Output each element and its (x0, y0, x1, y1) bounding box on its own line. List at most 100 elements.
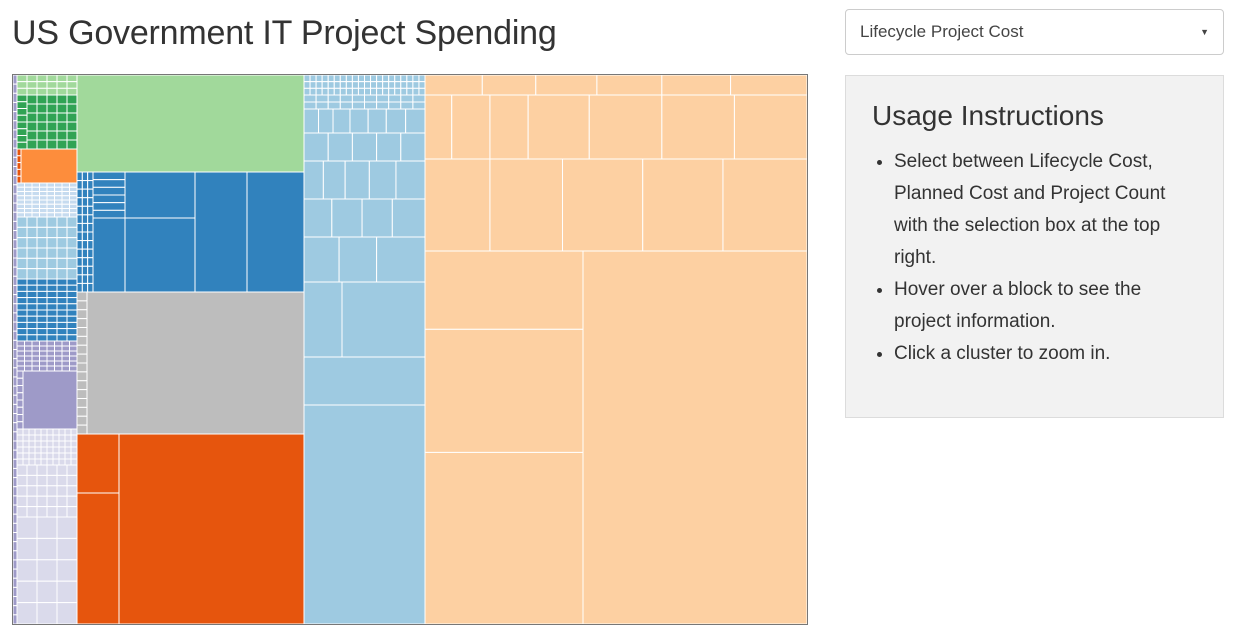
treemap-block[interactable] (26, 297, 38, 305)
treemap-block[interactable] (13, 431, 18, 442)
treemap-block[interactable] (16, 334, 28, 342)
treemap-block[interactable] (36, 257, 48, 270)
treemap-block[interactable] (56, 297, 68, 305)
treemap-block[interactable] (391, 198, 426, 238)
treemap-block[interactable] (46, 139, 58, 150)
treemap-block[interactable] (418, 75, 426, 83)
treemap-block[interactable] (339, 94, 353, 103)
treemap-block[interactable] (46, 340, 55, 347)
treemap-block[interactable] (327, 132, 353, 162)
treemap-block[interactable] (92, 194, 126, 204)
treemap-block[interactable] (39, 182, 48, 188)
treemap-block[interactable] (26, 139, 38, 150)
treemap-block[interactable] (24, 212, 33, 218)
treemap-block[interactable] (56, 495, 68, 508)
treemap-block[interactable] (26, 495, 38, 508)
treemap-block[interactable] (194, 171, 248, 293)
treemap-block[interactable] (388, 81, 396, 89)
treemap-block[interactable] (382, 81, 390, 89)
treemap-block[interactable] (13, 303, 18, 314)
treemap-block[interactable] (39, 186, 48, 192)
treemap-block[interactable] (13, 202, 18, 213)
treemap-block[interactable] (13, 248, 18, 259)
treemap-block[interactable] (13, 413, 18, 424)
treemap-block[interactable] (642, 158, 724, 252)
treemap-block[interactable] (46, 360, 55, 367)
treemap-block[interactable] (370, 87, 378, 96)
treemap-block[interactable] (345, 81, 353, 89)
treemap-block[interactable] (76, 327, 88, 337)
treemap-block[interactable] (69, 360, 78, 367)
treemap-block[interactable] (39, 340, 48, 347)
treemap-block[interactable] (46, 208, 55, 214)
treemap-block[interactable] (61, 195, 70, 201)
treemap-block[interactable] (76, 433, 120, 494)
treemap-block[interactable] (26, 121, 38, 132)
treemap-block[interactable] (61, 350, 70, 357)
treemap-block[interactable] (246, 171, 305, 293)
treemap-block[interactable] (26, 485, 38, 497)
treemap-block[interactable] (76, 362, 88, 373)
treemap-block[interactable] (24, 340, 33, 347)
treemap-block[interactable] (327, 87, 335, 96)
treemap-block[interactable] (46, 87, 58, 96)
treemap-block[interactable] (66, 334, 78, 342)
treemap-block[interactable] (16, 148, 22, 157)
treemap-block[interactable] (56, 216, 68, 228)
treemap-block[interactable] (400, 94, 414, 103)
treemap-block[interactable] (351, 81, 359, 89)
treemap-block[interactable] (36, 87, 48, 96)
treemap-block[interactable] (26, 334, 38, 342)
treemap-block[interactable] (40, 446, 48, 454)
treemap-block[interactable] (376, 101, 390, 110)
treemap-block[interactable] (364, 81, 372, 89)
treemap-block[interactable] (39, 203, 48, 209)
treemap-block[interactable] (31, 365, 40, 372)
treemap-block[interactable] (339, 75, 347, 83)
treemap-block[interactable] (28, 440, 36, 448)
treemap-block[interactable] (13, 257, 18, 268)
treemap-block[interactable] (69, 345, 78, 352)
treemap-block[interactable] (76, 282, 83, 293)
treemap-block[interactable] (412, 101, 426, 110)
treemap-block[interactable] (46, 278, 58, 286)
treemap-block[interactable] (81, 248, 89, 259)
treemap-block[interactable] (66, 315, 78, 323)
treemap-block[interactable] (367, 108, 387, 134)
treemap-block[interactable] (36, 464, 48, 476)
treemap-block[interactable] (124, 171, 196, 219)
treemap-block[interactable] (61, 360, 70, 367)
treemap-block[interactable] (46, 297, 58, 305)
treemap-block[interactable] (46, 121, 58, 132)
treemap-block[interactable] (303, 81, 311, 89)
treemap-block[interactable] (87, 265, 94, 276)
treemap-block[interactable] (46, 474, 58, 487)
treemap-block[interactable] (16, 485, 28, 497)
treemap-block[interactable] (36, 559, 58, 582)
treemap-block[interactable] (76, 274, 83, 284)
treemap-block[interactable] (34, 440, 42, 448)
treemap-block[interactable] (92, 202, 126, 211)
treemap-block[interactable] (56, 485, 68, 497)
treemap-block[interactable] (13, 166, 18, 177)
treemap-block[interactable] (36, 94, 48, 105)
treemap-block[interactable] (36, 268, 48, 280)
treemap-block[interactable] (66, 309, 78, 317)
treemap-block[interactable] (61, 208, 70, 214)
treemap-block[interactable] (54, 182, 63, 188)
treemap-block[interactable] (13, 321, 18, 332)
treemap-block[interactable] (13, 550, 18, 561)
treemap-block[interactable] (16, 191, 25, 197)
treemap-block[interactable] (76, 300, 88, 311)
treemap-block[interactable] (412, 94, 426, 103)
treemap-block[interactable] (26, 315, 38, 323)
treemap-block[interactable] (16, 370, 24, 379)
treemap-block[interactable] (364, 94, 378, 103)
treemap-block[interactable] (52, 434, 60, 442)
treemap-block[interactable] (46, 247, 58, 259)
treemap-block[interactable] (24, 355, 33, 362)
treemap-block[interactable] (61, 340, 70, 347)
treemap-canvas[interactable] (13, 75, 807, 624)
treemap-block[interactable] (13, 504, 18, 515)
treemap-block[interactable] (382, 87, 390, 96)
